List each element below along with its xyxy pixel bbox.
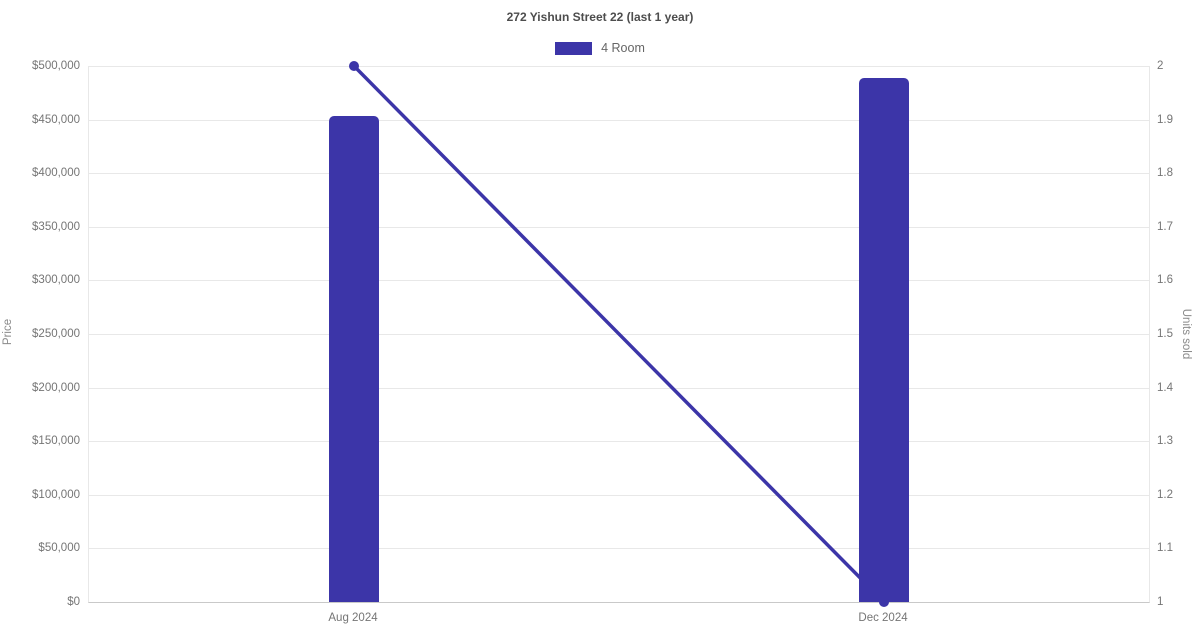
gridline <box>89 173 1149 175</box>
y-axis-tick-label-left: $100,000 <box>32 488 80 501</box>
y-axis-tick-label-right: 1.7 <box>1157 220 1173 233</box>
y-axis-tick-label-left: $450,000 <box>32 113 80 126</box>
y-axis-tick-label-right: 1.3 <box>1157 435 1173 448</box>
legend-swatch <box>555 41 593 55</box>
right-axis-tick-labels: 2 1.9 1.8 1.7 1.6 1.5 1.4 1.3 1.2 1.1 1 <box>1157 60 1199 608</box>
y-axis-tick-label-left: $400,000 <box>32 167 80 180</box>
y-axis-tick-label-right: 1.6 <box>1157 274 1173 287</box>
y-axis-tick-label-right: 2 <box>1157 60 1164 72</box>
y-axis-tick-label-right: 1 <box>1157 596 1164 608</box>
y-axis-tick-label-left: $350,000 <box>32 220 80 233</box>
gridline <box>89 66 1149 67</box>
gridline <box>89 494 1149 496</box>
y-axis-tick-label-left: $500,000 <box>32 60 80 72</box>
y-axis-tick-label-left: $150,000 <box>32 435 80 448</box>
x-axis-label: Dec 2024 <box>858 612 908 624</box>
units-sold-point-aug-2024[interactable] <box>349 61 359 71</box>
gridline <box>89 387 1149 389</box>
bar-aug-2024[interactable] <box>329 116 379 602</box>
bar-dec-2024[interactable] <box>859 77 909 602</box>
legend: 4 Room <box>0 41 1200 55</box>
units-sold-line-layer <box>349 61 889 607</box>
gridline <box>89 441 1149 443</box>
gridline <box>89 119 1149 121</box>
x-axis-labels: Aug 2024 Dec 2024 <box>88 612 1148 628</box>
y-axis-tick-label-right: 1.8 <box>1157 167 1173 180</box>
y-axis-tick-label-left: $200,000 <box>32 381 80 394</box>
units-sold-line <box>352 64 886 604</box>
plot-area <box>88 61 1150 607</box>
y-axis-tick-label-left: $250,000 <box>32 328 80 340</box>
y-axis-tick-label-left: $300,000 <box>32 274 80 287</box>
chart-title: 272 Yishun Street 22 (last 1 year) <box>506 10 694 24</box>
y-axis-tick-label-right: 1.2 <box>1157 488 1173 501</box>
y-axis-tick-label-right: 1.9 <box>1157 113 1173 126</box>
gridline <box>89 226 1149 228</box>
left-axis-tick-labels: $500,000 $450,000 $400,000 $350,000 $300,000… <box>0 60 80 608</box>
gridline <box>89 280 1149 282</box>
y-axis-tick-label-left: $50,000 <box>38 542 80 555</box>
y-axis-tick-label-right: 1.5 <box>1157 328 1173 340</box>
y-axis-tick-label-left: $0 <box>67 596 80 608</box>
y-axis-tick-label-right: 1.4 <box>1157 381 1173 394</box>
x-axis-label: Aug 2024 <box>328 612 378 624</box>
legend-item-4-room[interactable]: 4 Room <box>555 41 645 55</box>
y-axis-tick-label-right: 1.1 <box>1157 542 1173 555</box>
gridline <box>89 548 1149 550</box>
legend-label: 4 Room <box>601 41 645 55</box>
